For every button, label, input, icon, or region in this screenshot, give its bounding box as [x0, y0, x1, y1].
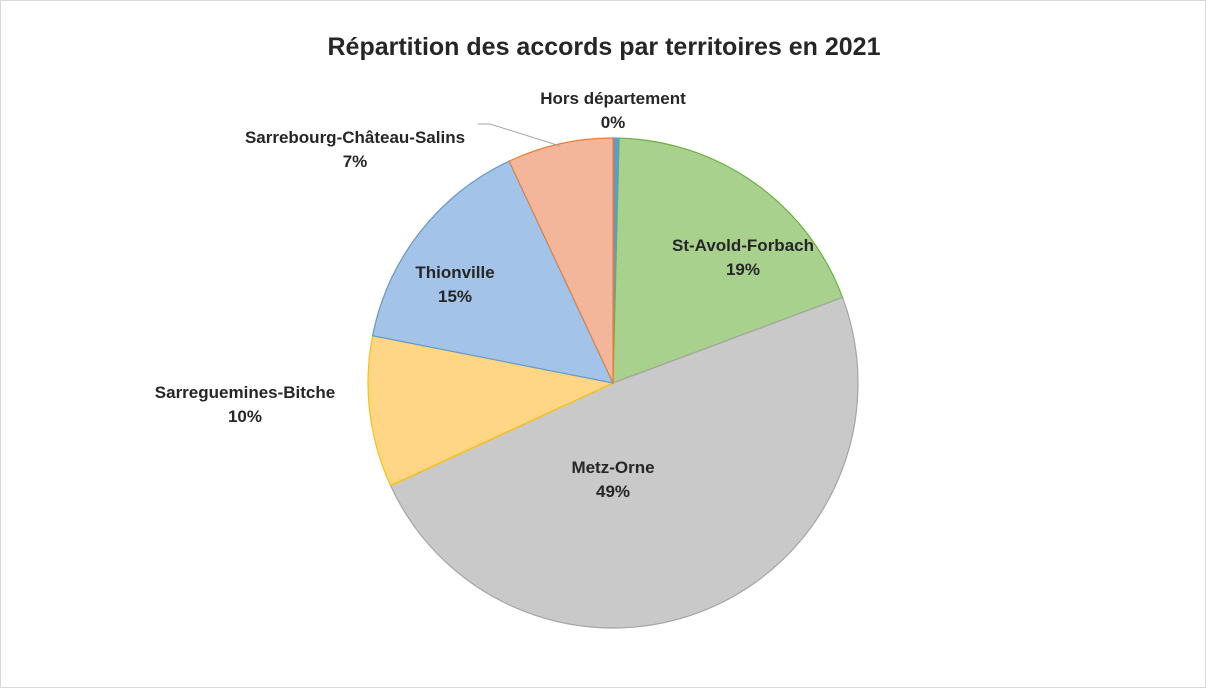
data-label: Thionville 15% — [415, 261, 494, 309]
value-label: 19% — [725, 260, 761, 279]
value-label: 7% — [342, 152, 368, 171]
category-label: Sarreguemines-Bitche — [154, 383, 336, 402]
category-label: Sarrebourg-Château-Salins — [244, 128, 466, 147]
data-label: Hors département 0% — [540, 87, 685, 135]
pie-slice — [612, 137, 844, 384]
category-label: Metz-Orne — [571, 458, 655, 477]
data-label: Sarreguemines-Bitche 10% — [155, 381, 335, 429]
category-label: Thionville — [415, 263, 495, 282]
pie-slice — [367, 335, 615, 487]
pie-slice — [508, 137, 614, 384]
data-label: Metz-Orne 49% — [571, 456, 654, 504]
value-label: 15% — [437, 287, 473, 306]
data-label: St-Avold-Forbach 19% — [672, 234, 814, 282]
value-label: 49% — [595, 482, 631, 501]
value-label: 10% — [227, 407, 263, 426]
chart-title: Répartition des accords par territoires … — [327, 33, 881, 61]
category-label: St-Avold-Forbach — [672, 236, 814, 255]
pie-slice — [389, 296, 859, 629]
value-label: 0% — [600, 113, 626, 132]
leader-line — [478, 123, 561, 147]
category-label: Hors département — [540, 89, 686, 108]
pie-slice — [371, 160, 615, 384]
data-label: Sarrebourg-Château-Salins 7% — [240, 126, 470, 174]
